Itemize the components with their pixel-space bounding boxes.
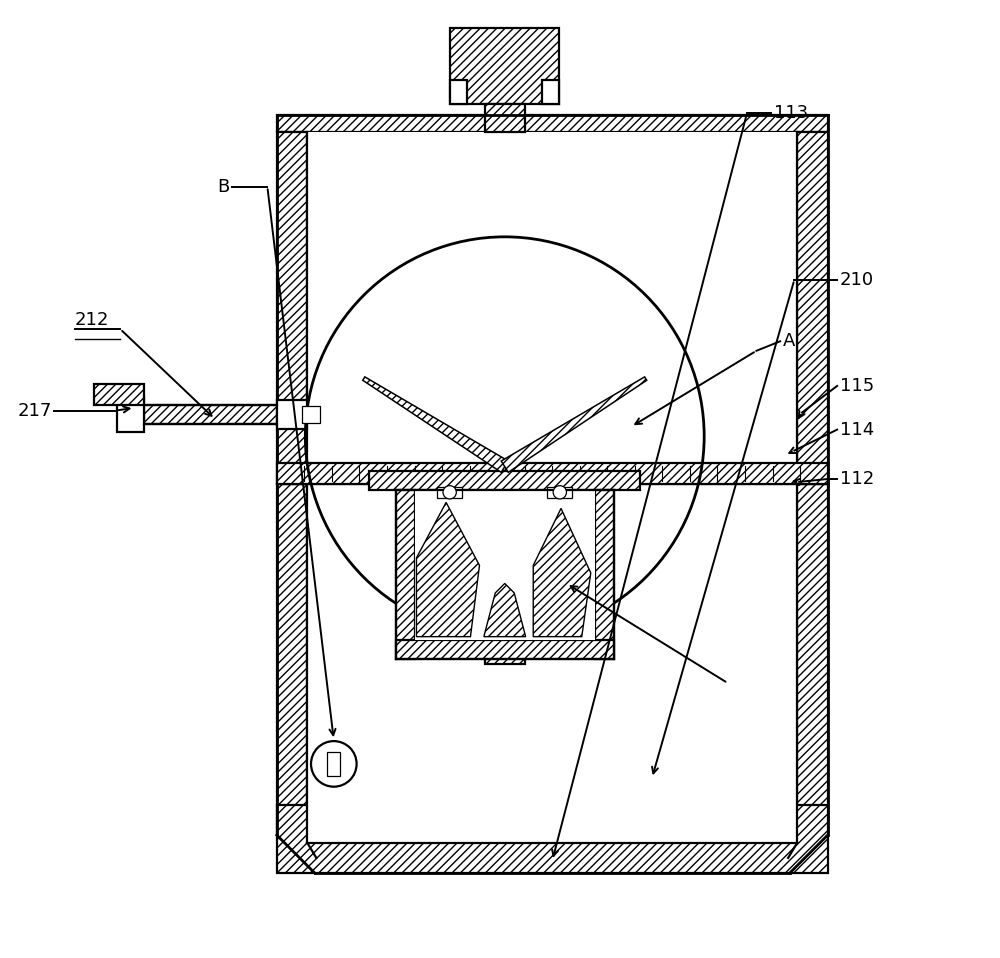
Bar	[307, 484, 797, 843]
Bar	[117, 397, 144, 432]
Bar	[277, 115, 828, 132]
Bar	[277, 400, 307, 428]
Bar	[485, 103, 525, 132]
Polygon shape	[416, 502, 479, 637]
Bar	[450, 28, 559, 103]
Text: 115: 115	[840, 376, 874, 395]
Text: 113: 113	[774, 104, 808, 123]
Bar	[547, 487, 572, 498]
Polygon shape	[501, 376, 647, 472]
Polygon shape	[533, 509, 591, 637]
Text: 212: 212	[75, 311, 109, 329]
Circle shape	[311, 741, 357, 787]
Text: 217: 217	[17, 401, 52, 420]
Bar	[277, 463, 828, 484]
Bar	[302, 406, 320, 423]
Bar	[277, 805, 828, 873]
Bar	[595, 490, 614, 659]
Text: B: B	[217, 177, 229, 195]
Bar	[485, 484, 525, 664]
Bar	[369, 471, 640, 490]
Polygon shape	[363, 376, 508, 472]
Bar	[327, 752, 340, 776]
Bar	[542, 80, 559, 103]
Circle shape	[443, 486, 456, 499]
Text: 210: 210	[840, 270, 874, 288]
Text: 112: 112	[840, 470, 874, 488]
Bar	[462, 484, 547, 505]
Bar	[94, 384, 144, 405]
Bar	[277, 132, 307, 484]
Polygon shape	[484, 583, 526, 637]
Bar	[277, 484, 307, 835]
Bar	[797, 484, 828, 835]
Bar	[437, 487, 462, 498]
Bar	[396, 490, 415, 659]
Bar	[450, 80, 467, 103]
Bar	[415, 490, 595, 641]
Circle shape	[553, 486, 566, 499]
Bar	[144, 405, 277, 424]
Bar	[797, 132, 828, 484]
Bar	[307, 132, 797, 484]
Text: 114: 114	[840, 421, 874, 439]
Bar	[396, 641, 614, 659]
Text: A: A	[783, 332, 795, 351]
